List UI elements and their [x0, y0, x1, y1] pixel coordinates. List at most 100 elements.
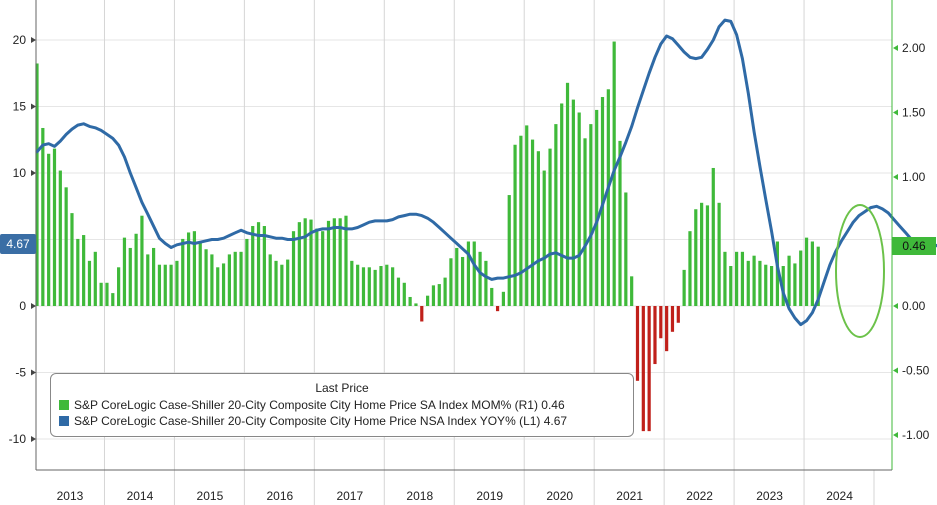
right-tick-label: -0.50	[902, 364, 930, 378]
mom-bar	[216, 267, 220, 306]
mom-bar	[787, 255, 791, 306]
mom-bar	[618, 140, 622, 306]
mom-bar	[286, 259, 290, 306]
yoy-line	[35, 18, 937, 327]
mom-bar	[87, 260, 92, 306]
mom-bar	[70, 213, 74, 306]
mom-bar	[571, 99, 575, 306]
mom-bar	[303, 218, 307, 306]
mom-bar	[233, 251, 237, 306]
mom-bar	[641, 306, 645, 432]
mom-bar	[565, 82, 570, 306]
left-tick-label: -10	[9, 432, 27, 446]
mom-bar	[460, 256, 465, 306]
mom-bar	[356, 264, 360, 306]
left-tick-marker	[31, 369, 36, 376]
mom-bar	[426, 295, 430, 306]
mom-bar	[490, 287, 494, 306]
mom-bar	[297, 222, 301, 306]
x-tick-label: 2024	[826, 489, 853, 503]
mom-bar	[82, 235, 86, 306]
mom-bar	[262, 226, 266, 306]
mom-bar	[735, 251, 739, 306]
left-tick-label: 0	[19, 299, 26, 313]
mom-bar	[740, 251, 745, 306]
mom-bar	[472, 241, 476, 306]
mom-bar	[169, 264, 173, 306]
mom-bar	[373, 269, 377, 306]
mom-bar	[76, 238, 80, 306]
mom-bar	[536, 151, 540, 306]
mom-bar	[93, 251, 97, 306]
mom-bar	[705, 205, 710, 306]
mom-bar	[309, 219, 313, 306]
mom-bar	[665, 306, 669, 352]
mom-bar	[513, 144, 517, 306]
left-tick-label: 15	[13, 100, 27, 114]
mom-bar	[198, 241, 202, 306]
x-tick-label: 2023	[756, 489, 783, 503]
mom-bar	[391, 267, 395, 306]
mom-bar	[134, 233, 138, 306]
left-tick-marker	[31, 170, 36, 176]
mom-bar	[554, 124, 558, 306]
mom-bar	[484, 260, 488, 306]
mom-bar	[99, 282, 103, 306]
mom-bar	[670, 306, 675, 332]
mom-bar	[437, 284, 441, 306]
mom-bar	[385, 264, 389, 306]
mom-bar	[775, 241, 780, 306]
x-tick-label: 2017	[336, 489, 363, 503]
legend: Last Price S&P CoreLogic Case-Shiller 20…	[50, 373, 634, 437]
mom-bar	[799, 250, 803, 306]
mom-bar	[525, 125, 529, 307]
mom-bar	[256, 222, 261, 306]
x-tick-label: 2018	[406, 489, 433, 503]
mom-bar	[647, 306, 651, 432]
right-tick-marker	[893, 109, 898, 116]
mom-bar	[752, 255, 756, 306]
mom-bar	[694, 209, 698, 306]
mom-bar	[577, 112, 581, 306]
mom-bar	[630, 276, 634, 306]
mom-bar	[455, 247, 459, 306]
mom-bar	[47, 153, 51, 306]
x-tick-label: 2019	[476, 489, 503, 503]
yoy-last-value-badge: 4.67	[0, 234, 36, 254]
right-tick-marker	[893, 45, 898, 51]
mom-bar	[35, 63, 39, 307]
mom-bar	[315, 228, 319, 306]
mom-bar	[653, 306, 657, 365]
mom-bar	[52, 148, 57, 306]
right-tick-marker	[893, 367, 898, 374]
mom-bar	[793, 263, 797, 306]
mom-bar	[676, 306, 680, 323]
mom-bar	[542, 170, 546, 306]
mom-bar	[729, 266, 733, 306]
x-tick-label: 2020	[546, 489, 573, 503]
mom-bar	[449, 258, 453, 306]
mom-bar	[41, 127, 45, 306]
mom-bar	[764, 264, 768, 306]
mom-bar	[338, 218, 342, 306]
mom-bar	[420, 306, 424, 322]
left-tick-label: 20	[13, 33, 27, 47]
mom-bar	[157, 264, 162, 306]
mom-bar	[239, 251, 243, 306]
mom-bar	[152, 247, 156, 306]
mom-bar	[268, 254, 272, 306]
mom-bar	[443, 277, 447, 306]
mom-bar	[606, 89, 610, 306]
x-tick-label: 2013	[57, 489, 84, 503]
mom-last-value-badge: 0.46	[892, 237, 936, 255]
legend-title: Last Price	[315, 381, 369, 395]
mom-bar	[111, 293, 115, 306]
mom-bar	[58, 170, 62, 306]
right-tick-label: 0.00	[902, 299, 926, 313]
x-tick-label: 2016	[267, 489, 294, 503]
mom-bar	[501, 291, 505, 306]
mom-bar	[128, 247, 132, 306]
mom-bar	[321, 231, 325, 306]
mom-bar	[682, 269, 686, 306]
mom-bar	[717, 202, 721, 306]
